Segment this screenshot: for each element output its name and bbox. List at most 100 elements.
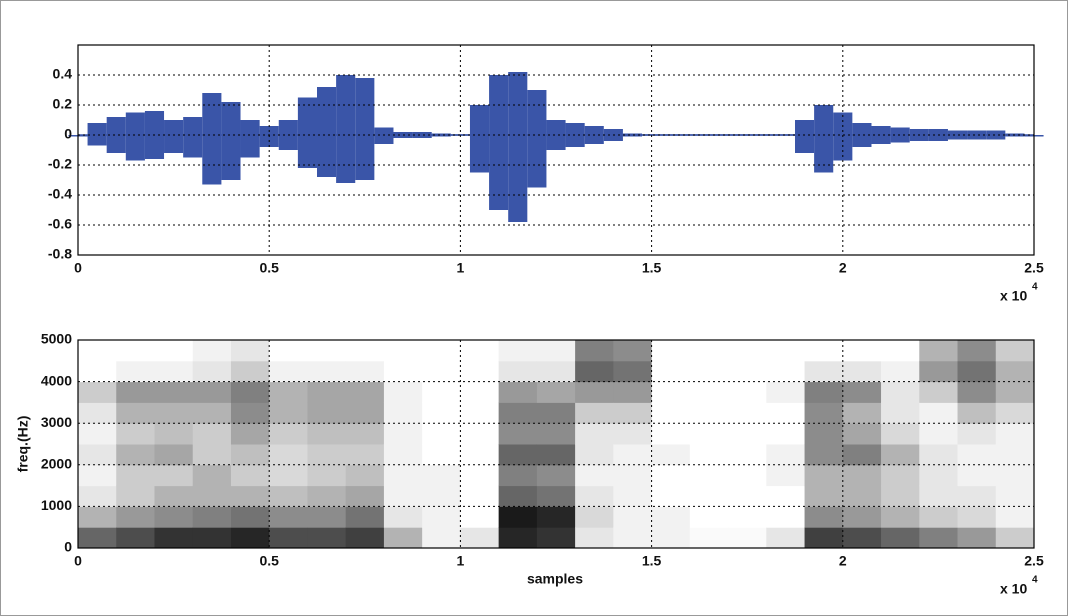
spectrogram-cell xyxy=(881,485,920,507)
spectrogram-cell xyxy=(651,360,691,383)
spectrogram-cell xyxy=(536,402,576,424)
spectrogram-cell xyxy=(689,485,729,507)
spectrogram-cell xyxy=(804,360,844,383)
y-tick-label: 0 xyxy=(64,539,72,555)
x-tick-label: 0 xyxy=(74,260,82,276)
spectrogram-cell xyxy=(919,444,959,466)
spectrogram-cell xyxy=(919,485,959,507)
y-tick-label: -0.2 xyxy=(48,156,72,172)
x-scale-label: x 10 xyxy=(1000,288,1027,304)
spectrogram-cell xyxy=(192,381,232,403)
spectrogram-cell xyxy=(78,527,117,549)
spectrogram-cell xyxy=(192,340,232,362)
spectrogram-cell xyxy=(575,506,614,528)
spectrogram-cell xyxy=(728,402,767,424)
waveform-segment xyxy=(527,90,547,188)
spectrogram-cell xyxy=(613,360,653,383)
spectrogram-cell xyxy=(651,381,691,403)
x-tick-label: 2 xyxy=(839,553,847,569)
waveform-segment xyxy=(814,105,834,173)
spectrogram-cell xyxy=(995,506,1035,528)
spectrogram-cell xyxy=(575,485,614,507)
spectrogram-cell xyxy=(192,485,232,507)
x-scale-label: x 10 xyxy=(1000,581,1027,597)
spectrogram-cell xyxy=(842,464,882,487)
spectrogram-cell xyxy=(154,527,194,549)
spectrogram-cell xyxy=(422,423,461,445)
spectrogram-cell xyxy=(995,381,1035,403)
spectrogram-cell xyxy=(881,527,920,549)
y-tick-label: -0.6 xyxy=(48,216,72,232)
spectrogram-cell xyxy=(78,381,117,403)
spectrogram-cell xyxy=(307,444,347,466)
spectrogram-cell xyxy=(460,527,500,549)
spectrogram-cell xyxy=(498,402,538,424)
spectrogram-cell xyxy=(307,527,347,549)
x-tick-label: 2.5 xyxy=(1024,553,1044,569)
waveform-segment xyxy=(125,112,145,161)
y-tick-label: 1000 xyxy=(41,497,72,513)
spectrogram-cell xyxy=(460,506,500,528)
spectrogram-cell xyxy=(804,423,844,445)
spectrogram-cell xyxy=(422,340,461,362)
spectrogram-cell xyxy=(804,506,844,528)
spectrogram-cell xyxy=(575,360,614,383)
spectrogram-cell xyxy=(78,423,117,445)
waveform-segment xyxy=(355,78,375,180)
spectrogram-cell xyxy=(422,527,461,549)
spectrogram-cell xyxy=(957,402,997,424)
spectrogram-cell xyxy=(383,485,423,507)
spectrogram-cell xyxy=(383,360,423,383)
spectrogram-cell xyxy=(383,423,423,445)
spectrogram-cell xyxy=(804,527,844,549)
spectrogram-cell xyxy=(957,485,997,507)
waveform-segment xyxy=(221,102,241,180)
spectrogram-cell xyxy=(116,444,155,466)
spectrogram-cell xyxy=(613,485,653,507)
spectrogram-cell xyxy=(842,402,882,424)
spectrogram-cell xyxy=(804,340,844,362)
spectrogram-cell xyxy=(498,423,538,445)
spectrogram-cell xyxy=(460,402,500,424)
spectrogram-cell xyxy=(154,360,194,383)
spectrogram-cell xyxy=(78,340,117,362)
spectrogram-cell xyxy=(307,402,347,424)
spectrogram-cell xyxy=(192,360,232,383)
spectrogram-cell xyxy=(307,340,347,362)
spectrogram-cell xyxy=(613,423,653,445)
spectrogram-cell xyxy=(804,464,844,487)
spectrogram-cell xyxy=(995,527,1035,549)
spectrogram-cell xyxy=(116,402,155,424)
spectrogram-cell xyxy=(345,485,385,507)
waveform-segment xyxy=(508,72,528,222)
spectrogram-cell xyxy=(651,527,691,549)
spectrogram-cell xyxy=(422,444,461,466)
spectrogram-cell xyxy=(881,464,920,487)
spectrogram-cell xyxy=(728,381,767,403)
spectrogram-cell xyxy=(154,423,194,445)
spectrogram-cell xyxy=(957,360,997,383)
x-axis-label: samples xyxy=(527,571,583,587)
spectrogram-cell xyxy=(536,444,576,466)
x-tick-label: 1.5 xyxy=(642,553,662,569)
spectrogram-cell xyxy=(307,423,347,445)
spectrogram-cell xyxy=(728,444,767,466)
spectrogram-cell xyxy=(651,485,691,507)
spectrogram-cell xyxy=(269,527,308,549)
spectrogram-cell xyxy=(230,527,270,549)
y-tick-label: 0 xyxy=(64,126,72,142)
x-tick-label: 1 xyxy=(457,260,465,276)
spectrogram-cell xyxy=(192,444,232,466)
spectrogram-cell xyxy=(919,360,959,383)
spectrogram-cell xyxy=(230,485,270,507)
spectrogram-cell xyxy=(269,464,308,487)
spectrogram-cell xyxy=(957,381,997,403)
spectrogram-cell xyxy=(536,360,576,383)
spectrogram-cell xyxy=(651,423,691,445)
spectrogram-cell xyxy=(192,423,232,445)
spectrogram-cell xyxy=(78,485,117,507)
spectrogram-cell xyxy=(78,360,117,383)
spectrogram-cell xyxy=(498,527,538,549)
spectrogram-cell xyxy=(192,464,232,487)
spectrogram-cell xyxy=(345,444,385,466)
